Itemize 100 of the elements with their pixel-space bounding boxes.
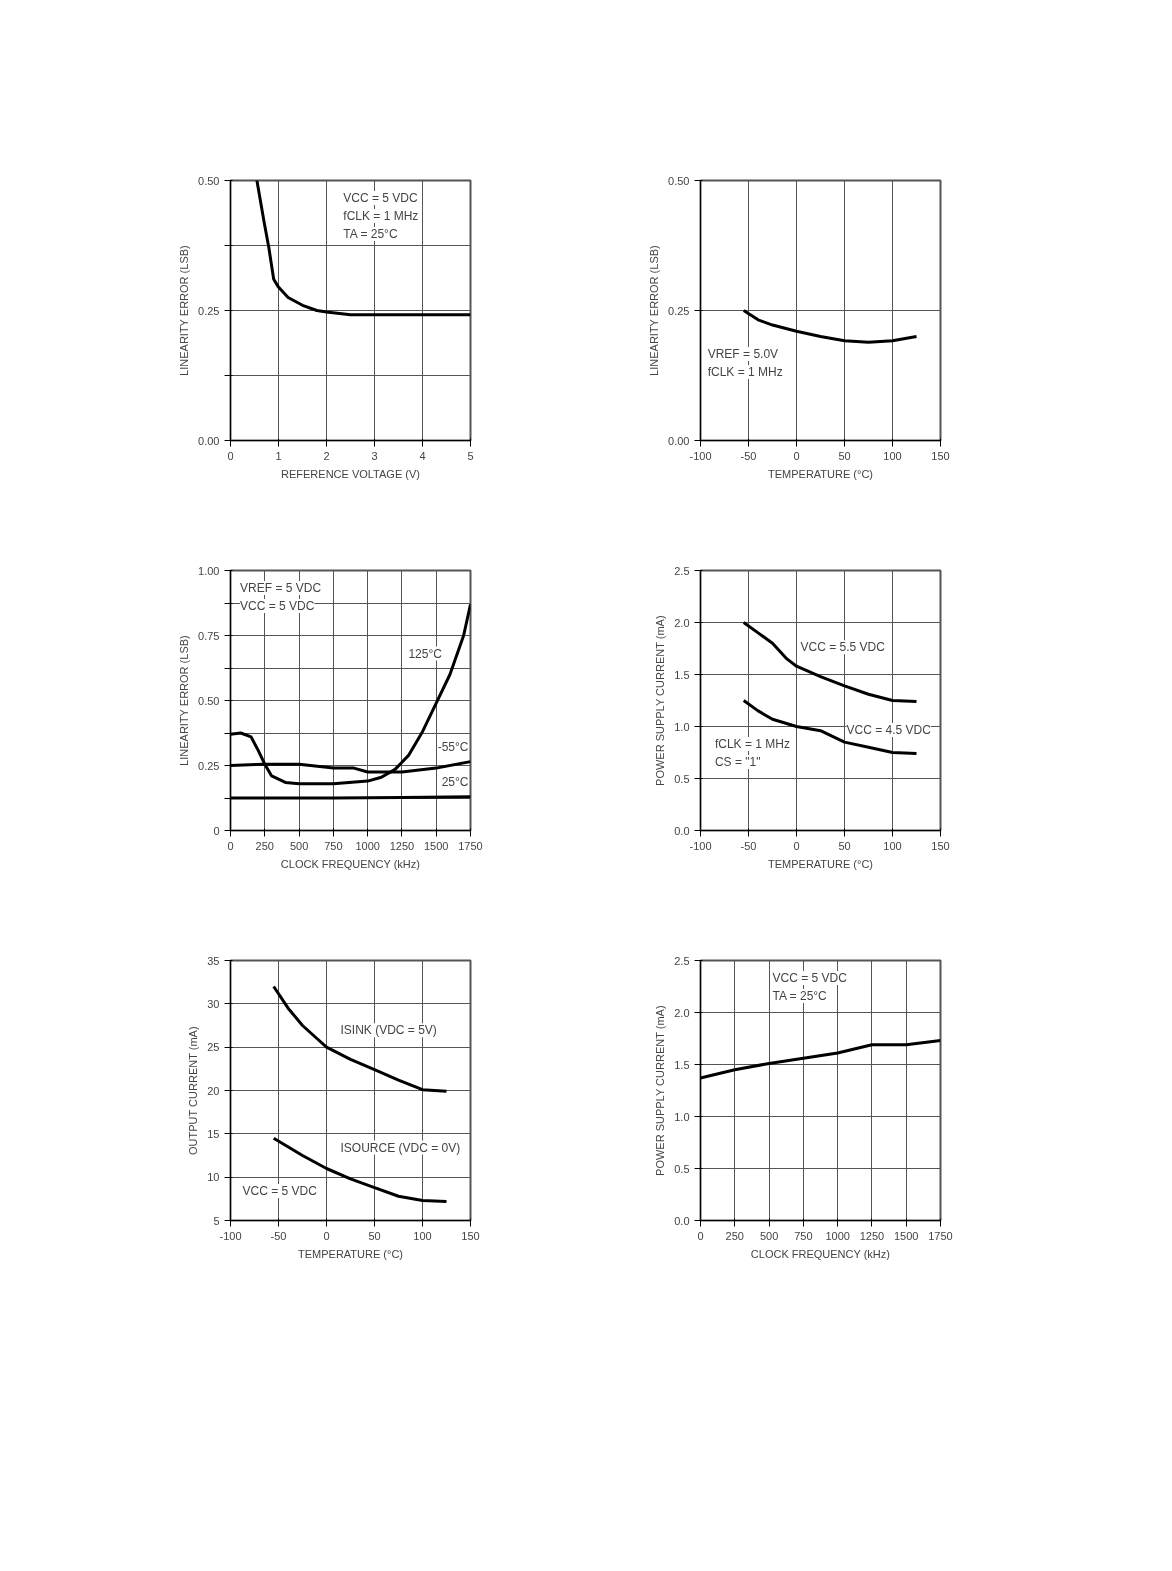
y-tick-label: 1.5 — [674, 668, 690, 681]
y-tick-label: 0.25 — [668, 304, 690, 317]
y-tick-label: 25 — [207, 1041, 220, 1054]
annotation: VCC = 5 VDC — [240, 598, 315, 613]
y-tick-label: 20 — [207, 1084, 220, 1097]
x-tick-label: 1500 — [423, 839, 449, 852]
y-axis-title: POWER SUPPLY CURRENT (mA) — [654, 1005, 667, 1176]
series-label: -55°C — [437, 739, 469, 754]
series-label: 25°C — [441, 774, 469, 789]
series-label: VCC = 5.5 VDC — [800, 640, 886, 655]
x-tick-label: 1750 — [458, 839, 483, 852]
y-axis-title: LINEARITY ERROR (LSB) — [178, 245, 191, 376]
y-tick-label: 0.0 — [674, 1214, 690, 1227]
x-tick-label: 4 — [419, 449, 426, 462]
x-tick-label: 3 — [371, 449, 378, 462]
x-tick-label: 50 — [368, 1229, 381, 1242]
x-tick-label: 150 — [461, 1229, 480, 1242]
y-tick-label: 2.5 — [674, 954, 690, 967]
y-tick-label: 0.00 — [668, 434, 690, 447]
x-tick-label: 750 — [324, 839, 343, 852]
y-tick-label: 0.0 — [674, 824, 690, 837]
y-tick-label: 0.75 — [198, 629, 220, 642]
y-tick-label: 0 — [213, 824, 220, 837]
x-tick-label: 1500 — [893, 1229, 919, 1242]
x-tick-label: 0 — [793, 839, 800, 852]
x-tick-label: 250 — [255, 839, 274, 852]
annotation: VREF = 5 VDC — [240, 580, 322, 595]
x-tick-label: -100 — [689, 449, 712, 462]
line-series — [255, 180, 471, 317]
annotation: VREF = 5.0V — [707, 346, 779, 361]
x-axis-title: TEMPERATURE (°C) — [767, 467, 874, 480]
y-tick-label: 15 — [207, 1127, 220, 1140]
annotation: fCLK = 1 MHz — [707, 364, 783, 379]
x-tick-label: 1000 — [355, 839, 380, 852]
annotation: fCLK = 1 MHz — [714, 736, 790, 751]
y-axis-title: LINEARITY ERROR (LSB) — [178, 635, 191, 766]
x-axis-title: TEMPERATURE (°C) — [297, 1247, 404, 1260]
y-tick-label: 35 — [207, 954, 220, 967]
y-tick-label: 0.25 — [198, 304, 220, 317]
x-tick-label: -100 — [219, 1229, 242, 1242]
x-tick-label: 50 — [838, 839, 851, 852]
x-tick-label: 500 — [289, 839, 309, 852]
y-tick-label: 0.50 — [198, 174, 220, 187]
x-tick-label: 0 — [697, 1229, 704, 1242]
x-tick-label: 100 — [413, 1229, 432, 1242]
y-axis-title: POWER SUPPLY CURRENT (mA) — [654, 615, 667, 786]
y-axis-title: LINEARITY ERROR (LSB) — [648, 245, 661, 376]
x-tick-label: 250 — [725, 1229, 744, 1242]
annotation: TA = 25°C — [343, 226, 398, 241]
line-series — [742, 621, 918, 704]
annotation: VCC = 5 VDC — [343, 190, 418, 205]
x-tick-label: -100 — [689, 839, 712, 852]
annotation: VCC = 5 VDC — [242, 1184, 318, 1199]
series-label: 125°C — [408, 646, 443, 661]
x-tick-label: 50 — [838, 449, 851, 462]
y-tick-label: 0.50 — [668, 174, 690, 187]
series-label: ISINK (VDC = 5V) — [340, 1023, 437, 1038]
y-tick-label: 1.0 — [674, 720, 690, 733]
y-tick-label: 10 — [207, 1171, 220, 1184]
series-label: VCC = 4.5 VDC — [846, 723, 932, 738]
series-label: ISOURCE (VDC = 0V) — [340, 1140, 461, 1155]
y-tick-label: 1.00 — [198, 564, 220, 577]
x-tick-label: 750 — [794, 1229, 813, 1242]
y-tick-label: 0.5 — [674, 1162, 690, 1175]
x-axis-title: REFERENCE VOLTAGE (V) — [281, 467, 420, 480]
x-axis-title: CLOCK FREQUENCY (kHz) — [750, 1247, 890, 1260]
y-tick-label: 30 — [207, 997, 220, 1010]
x-tick-label: 0 — [227, 839, 234, 852]
annotation: VCC = 5 VDC — [772, 970, 848, 985]
y-tick-label: 2.0 — [674, 616, 690, 629]
line-series — [272, 985, 448, 1093]
y-tick-label: 5 — [213, 1214, 220, 1227]
x-tick-label: 0 — [227, 449, 234, 462]
x-tick-label: 100 — [883, 449, 902, 462]
y-tick-label: 0.5 — [674, 772, 690, 785]
y-tick-label: 0.50 — [198, 694, 220, 707]
x-tick-label: 1 — [275, 449, 282, 462]
y-tick-label: 1.0 — [674, 1110, 690, 1123]
x-tick-label: -50 — [740, 449, 757, 462]
annotation: fCLK = 1 MHz — [343, 208, 419, 223]
x-tick-label: 0 — [793, 449, 800, 462]
y-tick-label: 1.5 — [674, 1058, 690, 1071]
annotation: TA = 25°C — [772, 988, 828, 1003]
x-tick-label: 100 — [883, 839, 902, 852]
y-tick-label: 0.25 — [198, 759, 220, 772]
x-tick-label: 1000 — [825, 1229, 850, 1242]
x-tick-label: 1750 — [928, 1229, 953, 1242]
x-tick-label: 2 — [323, 449, 330, 462]
x-tick-label: -50 — [270, 1229, 287, 1242]
x-tick-label: 5 — [467, 449, 474, 462]
x-axis-title: TEMPERATURE (°C) — [767, 857, 874, 870]
x-tick-label: -50 — [740, 839, 757, 852]
y-axis-title: OUTPUT CURRENT (mA) — [187, 1026, 200, 1155]
x-tick-label: 0 — [323, 1229, 330, 1242]
line-series — [742, 309, 918, 344]
annotation: CS = "1" — [714, 754, 761, 769]
x-tick-label: 1250 — [389, 839, 415, 852]
y-tick-label: 0.00 — [198, 434, 220, 447]
x-tick-label: 1250 — [859, 1229, 885, 1242]
x-tick-label: 150 — [931, 839, 950, 852]
